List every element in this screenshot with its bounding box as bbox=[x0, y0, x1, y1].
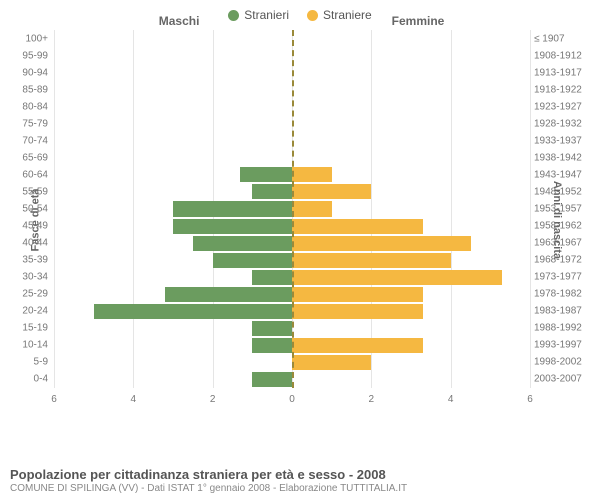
age-label: 15-19 bbox=[4, 323, 48, 334]
year-label: 1923-1927 bbox=[534, 101, 596, 112]
year-label: 1958-1962 bbox=[534, 221, 596, 232]
bar-female bbox=[292, 219, 423, 234]
bar-female bbox=[292, 304, 423, 319]
year-label: ≤ 1907 bbox=[534, 33, 596, 44]
footer: Popolazione per cittadinanza straniera p… bbox=[10, 467, 590, 494]
age-label: 60-64 bbox=[4, 169, 48, 180]
age-label: 75-79 bbox=[4, 118, 48, 129]
center-line bbox=[292, 30, 294, 388]
year-label: 1998-2002 bbox=[534, 357, 596, 368]
bar-male bbox=[173, 219, 292, 234]
year-label: 1948-1952 bbox=[534, 186, 596, 197]
age-label: 100+ bbox=[4, 33, 48, 44]
bar-female bbox=[292, 338, 423, 353]
age-label: 20-24 bbox=[4, 306, 48, 317]
age-label: 35-39 bbox=[4, 255, 48, 266]
age-label: 65-69 bbox=[4, 152, 48, 163]
year-label: 1973-1977 bbox=[534, 272, 596, 283]
year-label: 1933-1937 bbox=[534, 135, 596, 146]
age-label: 95-99 bbox=[4, 50, 48, 61]
chart-area: Maschi Femmine 100+≤ 190795-991908-19129… bbox=[54, 30, 530, 410]
chart-subtitle: COMUNE DI SPILINGA (VV) - Dati ISTAT 1° … bbox=[10, 483, 590, 494]
bar-male bbox=[252, 321, 292, 336]
x-tick-label: 4 bbox=[448, 394, 454, 405]
header-male: Maschi bbox=[159, 14, 200, 28]
bar-male bbox=[252, 270, 292, 285]
year-label: 1913-1917 bbox=[534, 67, 596, 78]
bar-female bbox=[292, 355, 371, 370]
age-label: 85-89 bbox=[4, 84, 48, 95]
bar-female bbox=[292, 201, 332, 216]
bar-male bbox=[173, 201, 292, 216]
age-label: 25-29 bbox=[4, 289, 48, 300]
year-label: 1953-1957 bbox=[534, 203, 596, 214]
bar-female bbox=[292, 184, 371, 199]
bar-male bbox=[213, 253, 292, 268]
x-tick-label: 6 bbox=[51, 394, 57, 405]
year-label: 1968-1972 bbox=[534, 255, 596, 266]
bar-male bbox=[165, 287, 292, 302]
age-label: 0-4 bbox=[4, 374, 48, 385]
year-label: 1963-1967 bbox=[534, 238, 596, 249]
column-headers: Maschi Femmine bbox=[54, 14, 530, 30]
bar-male bbox=[193, 236, 292, 251]
age-label: 50-54 bbox=[4, 203, 48, 214]
age-label: 55-59 bbox=[4, 186, 48, 197]
x-tick-label: 2 bbox=[369, 394, 375, 405]
bar-female bbox=[292, 270, 502, 285]
age-label: 45-49 bbox=[4, 221, 48, 232]
year-label: 1983-1987 bbox=[534, 306, 596, 317]
chart: Fasce di età Anni di nascita Maschi Femm… bbox=[0, 30, 600, 410]
year-label: 1918-1922 bbox=[534, 84, 596, 95]
age-label: 5-9 bbox=[4, 357, 48, 368]
year-label: 1993-1997 bbox=[534, 340, 596, 351]
year-label: 1978-1982 bbox=[534, 289, 596, 300]
bar-female bbox=[292, 253, 451, 268]
year-label: 1988-1992 bbox=[534, 323, 596, 334]
chart-title: Popolazione per cittadinanza straniera p… bbox=[10, 467, 590, 482]
age-label: 10-14 bbox=[4, 340, 48, 351]
year-label: 2003-2007 bbox=[534, 374, 596, 385]
bar-female bbox=[292, 236, 471, 251]
year-label: 1938-1942 bbox=[534, 152, 596, 163]
age-label: 70-74 bbox=[4, 135, 48, 146]
x-ticks: 6 4 2 0 2 4 6 bbox=[54, 392, 530, 410]
bar-male bbox=[252, 184, 292, 199]
year-label: 1928-1932 bbox=[534, 118, 596, 129]
age-label: 40-44 bbox=[4, 238, 48, 249]
header-female: Femmine bbox=[392, 14, 445, 28]
age-label: 80-84 bbox=[4, 101, 48, 112]
bar-male bbox=[252, 338, 292, 353]
x-tick-label: 6 bbox=[527, 394, 533, 405]
year-label: 1943-1947 bbox=[534, 169, 596, 180]
grid-line bbox=[530, 30, 531, 388]
bar-female bbox=[292, 167, 332, 182]
bar-male bbox=[240, 167, 292, 182]
age-label: 30-34 bbox=[4, 272, 48, 283]
age-label: 90-94 bbox=[4, 67, 48, 78]
year-label: 1908-1912 bbox=[534, 50, 596, 61]
x-tick-label: 4 bbox=[131, 394, 137, 405]
x-tick-label: 0 bbox=[289, 394, 295, 405]
bar-male bbox=[252, 372, 292, 387]
x-tick-label: 2 bbox=[210, 394, 216, 405]
bar-female bbox=[292, 287, 423, 302]
bar-male bbox=[94, 304, 292, 319]
